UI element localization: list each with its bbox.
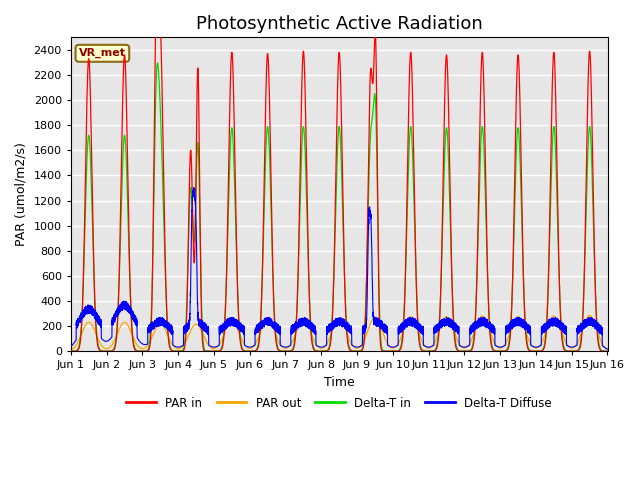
Text: VR_met: VR_met xyxy=(79,48,126,59)
Title: Photosynthetic Active Radiation: Photosynthetic Active Radiation xyxy=(196,15,483,33)
X-axis label: Time: Time xyxy=(324,376,355,389)
Legend: PAR in, PAR out, Delta-T in, Delta-T Diffuse: PAR in, PAR out, Delta-T in, Delta-T Dif… xyxy=(122,392,557,414)
Y-axis label: PAR (umol/m2/s): PAR (umol/m2/s) xyxy=(15,143,28,246)
